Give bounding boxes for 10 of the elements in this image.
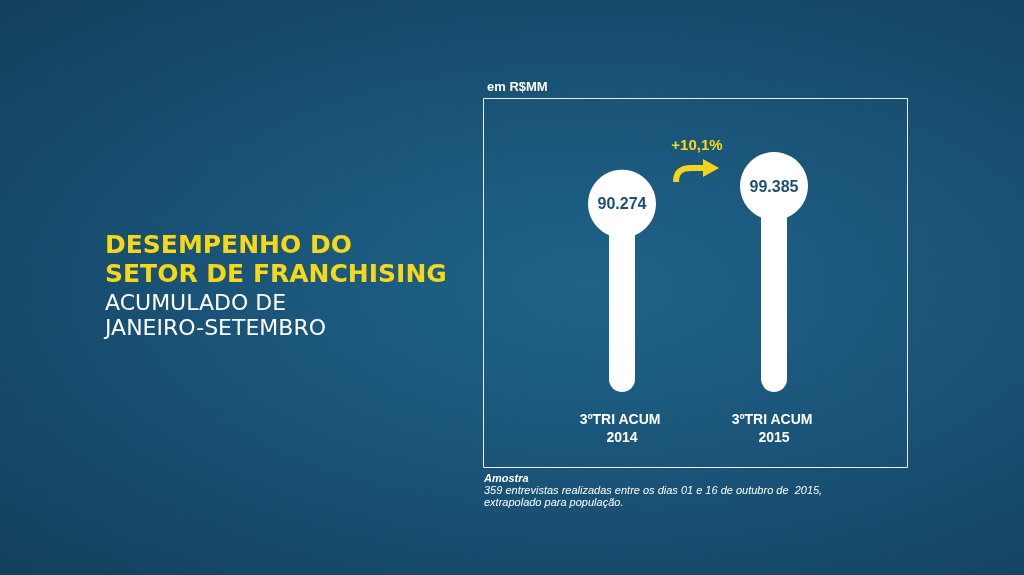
- text: em R$MM: [487, 79, 548, 94]
- text: Amostra: [484, 472, 530, 484]
- data-label: 90.274: [597, 195, 647, 213]
- x-tick-label: 3ºTRI ACUM 2015: [731, 411, 817, 445]
- text: 359 entrevistas realizadas entre os dias 01 e 16 de outubro de 2015, extrapolado para população.: [484, 484, 824, 508]
- data-label: 99.385: [749, 177, 799, 195]
- text: +10,1%: [671, 136, 723, 153]
- text: ACUMULADO DE JANEIRO-SETEMBRO: [105, 290, 327, 340]
- x-tick-label: 3ºTRI ACUM 2014: [579, 411, 665, 445]
- chart-title: DESEMPENHO DO SETOR DE FRANCHISING: [105, 230, 447, 288]
